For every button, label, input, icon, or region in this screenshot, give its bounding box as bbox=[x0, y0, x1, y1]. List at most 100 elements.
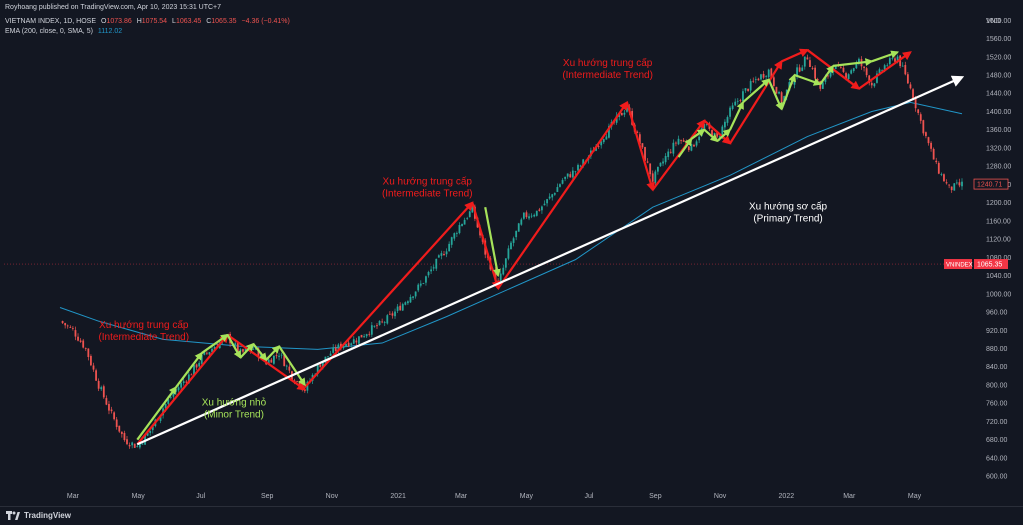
down-candle-body bbox=[82, 340, 85, 348]
brand-text[interactable]: TradingView bbox=[24, 511, 71, 520]
up-candle-body bbox=[409, 296, 412, 303]
up-candle-body bbox=[285, 365, 288, 367]
up-candle-body bbox=[450, 237, 453, 245]
down-candle-body bbox=[90, 355, 92, 366]
down-candle-body bbox=[87, 348, 90, 358]
up-candle-body bbox=[422, 283, 425, 284]
up-candle-body bbox=[252, 348, 255, 350]
tradingview-logo-icon[interactable] bbox=[6, 511, 20, 521]
up-candle-body bbox=[571, 170, 574, 178]
down-candle-body bbox=[958, 182, 961, 186]
up-candle-body bbox=[515, 230, 518, 238]
up-candle-body bbox=[690, 144, 693, 151]
down-candle-body bbox=[399, 305, 402, 311]
up-candle-body bbox=[881, 70, 884, 72]
down-candle-body bbox=[845, 73, 847, 79]
time-tick-label: Nov bbox=[326, 493, 339, 500]
up-candle-body bbox=[561, 180, 564, 184]
down-candle-body bbox=[347, 342, 350, 347]
down-candle-body bbox=[123, 432, 126, 441]
down-candle-body bbox=[118, 425, 121, 432]
intermediate-trend-line bbox=[781, 48, 810, 63]
up-candle-body bbox=[559, 184, 561, 187]
minor-trend-line bbox=[265, 345, 281, 361]
down-candle-body bbox=[827, 75, 829, 77]
trend-annotation-title: Xu hướng trung cấp bbox=[383, 175, 473, 187]
time-tick-label: May bbox=[132, 493, 146, 500]
minor-trend-line bbox=[703, 128, 719, 143]
price-chart[interactable]: Xu hướng trung cấp(Intermediate Trend)Xu… bbox=[0, 0, 1023, 506]
up-candle-body bbox=[803, 56, 806, 67]
up-candle-body bbox=[600, 141, 603, 146]
up-candle-body bbox=[172, 393, 175, 397]
price-tick-label: 1400.00 bbox=[986, 109, 1011, 116]
up-candle-body bbox=[556, 187, 559, 192]
up-candle-body bbox=[386, 315, 389, 324]
down-candle-body bbox=[669, 151, 672, 153]
down-candle-body bbox=[814, 67, 817, 79]
up-candle-body bbox=[953, 183, 956, 191]
down-candle-body bbox=[128, 445, 131, 447]
down-candle-body bbox=[296, 381, 298, 382]
up-candle-body bbox=[605, 136, 608, 140]
up-candle-body bbox=[767, 69, 770, 78]
down-candle-body bbox=[904, 64, 907, 75]
time-scale[interactable]: Mar May Jul Sep Nov 2021 Mar May Jul Sep Nov 2022 Ma… bbox=[67, 493, 922, 500]
up-candle-body bbox=[378, 320, 381, 326]
price-tick-label: 920.00 bbox=[986, 328, 1008, 335]
time-tick-label: Mar bbox=[843, 493, 856, 500]
down-candle-body bbox=[185, 381, 188, 383]
up-candle-body bbox=[778, 92, 780, 94]
down-candle-body bbox=[368, 333, 371, 335]
price-tick-label: 1520.00 bbox=[986, 54, 1011, 61]
down-candle-body bbox=[242, 349, 244, 352]
down-candle-body bbox=[270, 359, 273, 363]
down-candle-body bbox=[927, 137, 930, 144]
down-candle-body bbox=[115, 419, 118, 427]
down-candle-body bbox=[319, 364, 322, 368]
up-candle-body bbox=[131, 442, 134, 446]
down-candle-body bbox=[870, 82, 873, 86]
price-tag bbox=[974, 259, 1008, 270]
price-scale[interactable]: VND 600.00 640.00 680.00 720.00 760.00 800.00 8… bbox=[944, 0, 1023, 506]
up-candle-body bbox=[342, 345, 345, 349]
down-candle-body bbox=[64, 323, 67, 326]
up-candle-body bbox=[499, 273, 502, 283]
down-candle-body bbox=[842, 67, 845, 72]
up-candle-body bbox=[365, 334, 368, 337]
down-candle-body bbox=[108, 403, 110, 411]
price-tick-label: 640.00 bbox=[986, 455, 1008, 462]
price-tick-label: 1120.00 bbox=[986, 237, 1011, 244]
down-candle-body bbox=[620, 112, 623, 116]
trend-annotation-title: Xu hướng trung cấp bbox=[563, 57, 653, 69]
up-candle-body bbox=[760, 74, 762, 80]
up-candle-body bbox=[546, 199, 548, 204]
price-tick-label: 1600.00 bbox=[986, 18, 1011, 25]
up-candle-body bbox=[280, 354, 283, 356]
down-candle-body bbox=[816, 79, 819, 81]
up-candle-body bbox=[329, 353, 332, 356]
up-candle-body bbox=[203, 352, 206, 355]
up-candle-body bbox=[541, 206, 543, 211]
price-tag-value: 1240.71 bbox=[977, 182, 1002, 189]
up-candle-body bbox=[316, 364, 319, 375]
price-tick-label: 1360.00 bbox=[986, 127, 1011, 134]
down-candle-body bbox=[257, 348, 260, 358]
up-candle-body bbox=[850, 70, 853, 74]
minor-trend-line bbox=[833, 58, 874, 67]
up-candle-body bbox=[159, 414, 162, 421]
down-candle-body bbox=[646, 161, 649, 163]
intermediate-trend-line bbox=[471, 202, 501, 291]
minor-trend-line bbox=[794, 73, 822, 86]
symbol-info: VIETNAM INDEX, 1D, HOSE O1073.86 H1075.5… bbox=[5, 18, 293, 25]
down-candle-body bbox=[638, 134, 641, 145]
up-candle-body bbox=[672, 142, 675, 154]
up-candle-body bbox=[940, 174, 943, 175]
close-label: C bbox=[206, 18, 212, 25]
down-candle-body bbox=[919, 114, 922, 121]
up-candle-body bbox=[461, 223, 463, 227]
price-tick-label: 1560.00 bbox=[986, 36, 1011, 43]
ema-indicator-label[interactable]: EMA (200, close, 0, SMA, 5) bbox=[5, 28, 93, 35]
up-candle-body bbox=[458, 224, 461, 234]
publisher-line: Royhoang published on TradingView.com, A… bbox=[5, 4, 224, 11]
